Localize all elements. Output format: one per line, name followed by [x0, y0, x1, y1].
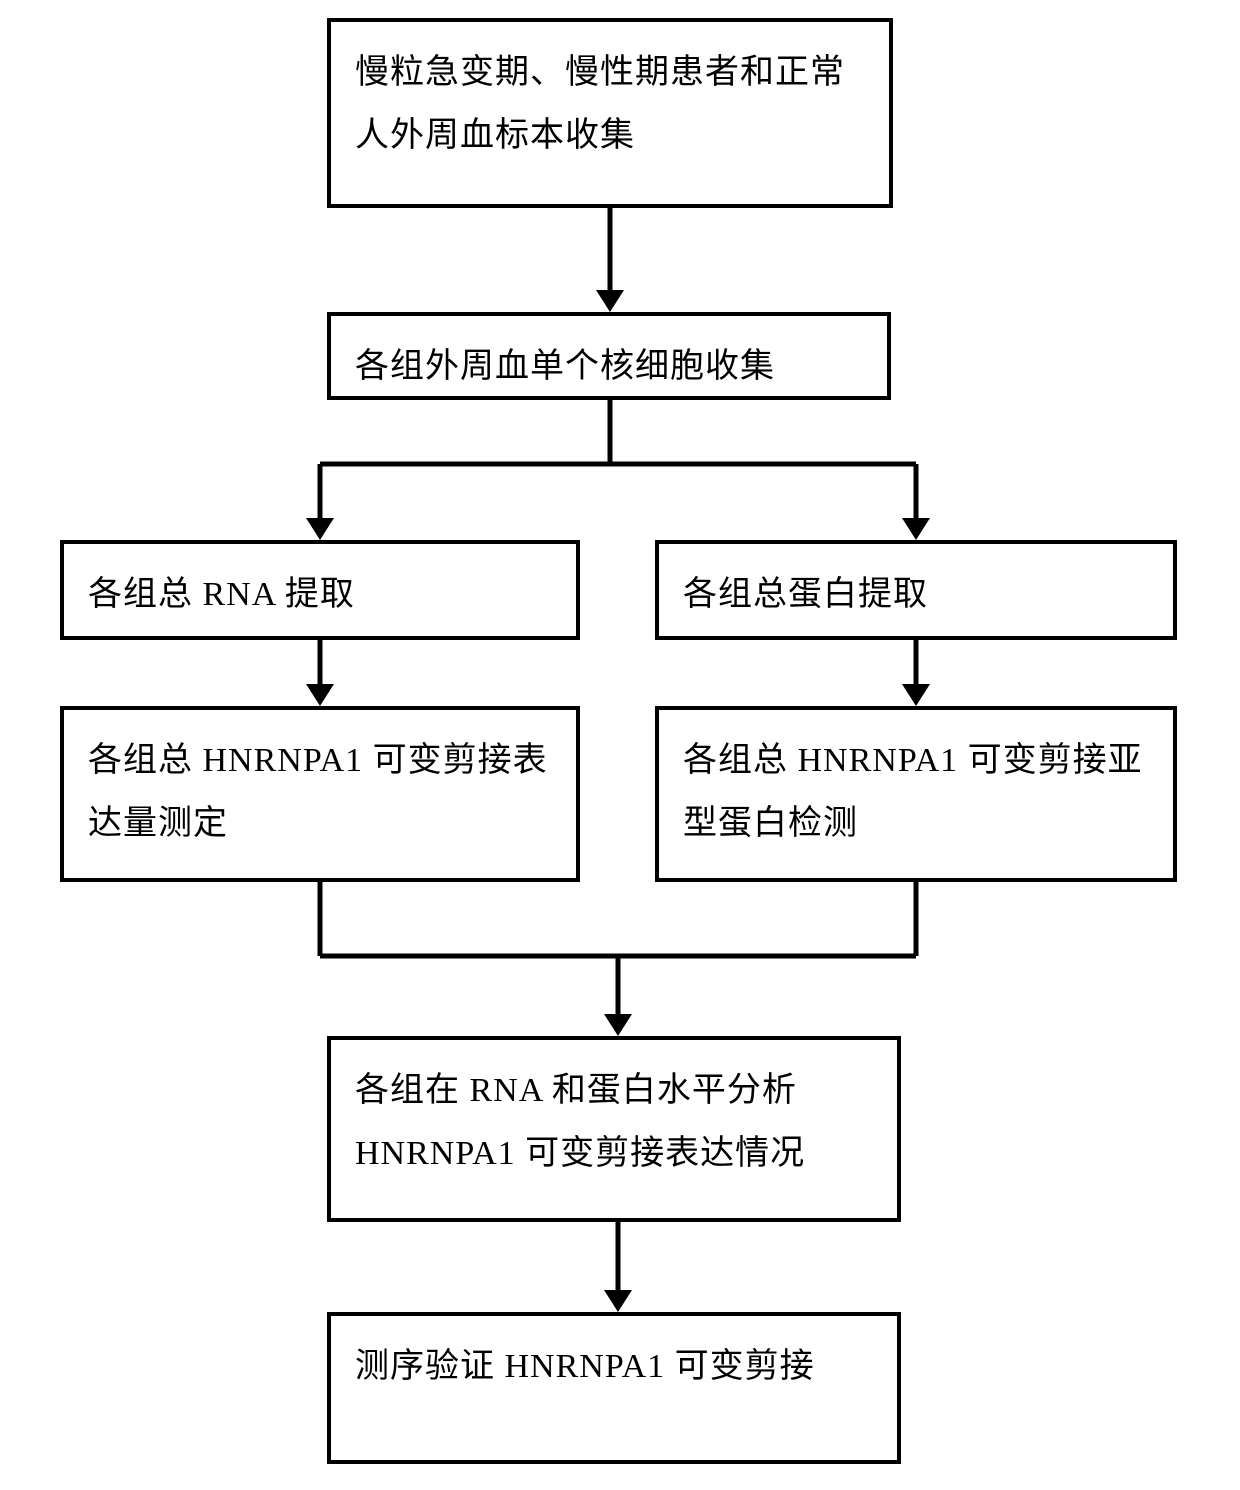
- flow-box-text: 各组总蛋白提取: [683, 576, 928, 613]
- flow-box-b5: 各组总 HNRNPA1 可变剪接表达量测定: [60, 706, 580, 882]
- flow-box-b1: 慢粒急变期、慢性期患者和正常人外周血标本收集: [327, 18, 893, 208]
- flow-box-b2: 各组外周血单个核细胞收集: [327, 312, 891, 400]
- flow-box-text: 各组总 RNA 提取: [88, 576, 355, 613]
- flow-box-text: 各组总 HNRNPA1 可变剪接亚型蛋白检测: [683, 742, 1143, 842]
- flow-box-b7: 各组在 RNA 和蛋白水平分析HNRNPA1 可变剪接表达情况: [327, 1036, 901, 1222]
- flow-box-text: 各组总 HNRNPA1 可变剪接表达量测定: [88, 742, 548, 842]
- flow-box-text: 各组外周血单个核细胞收集: [355, 348, 775, 385]
- flowchart-canvas: 慢粒急变期、慢性期患者和正常人外周血标本收集各组外周血单个核细胞收集各组总 RN…: [0, 0, 1240, 1490]
- flow-box-b6: 各组总 HNRNPA1 可变剪接亚型蛋白检测: [655, 706, 1177, 882]
- flow-box-b8: 测序验证 HNRNPA1 可变剪接: [327, 1312, 901, 1464]
- flow-box-text: 各组在 RNA 和蛋白水平分析HNRNPA1 可变剪接表达情况: [355, 1072, 805, 1172]
- flow-box-text: 慢粒急变期、慢性期患者和正常人外周血标本收集: [355, 54, 845, 154]
- flow-box-b4: 各组总蛋白提取: [655, 540, 1177, 640]
- flow-box-text: 测序验证 HNRNPA1 可变剪接: [355, 1348, 815, 1385]
- flow-box-b3: 各组总 RNA 提取: [60, 540, 580, 640]
